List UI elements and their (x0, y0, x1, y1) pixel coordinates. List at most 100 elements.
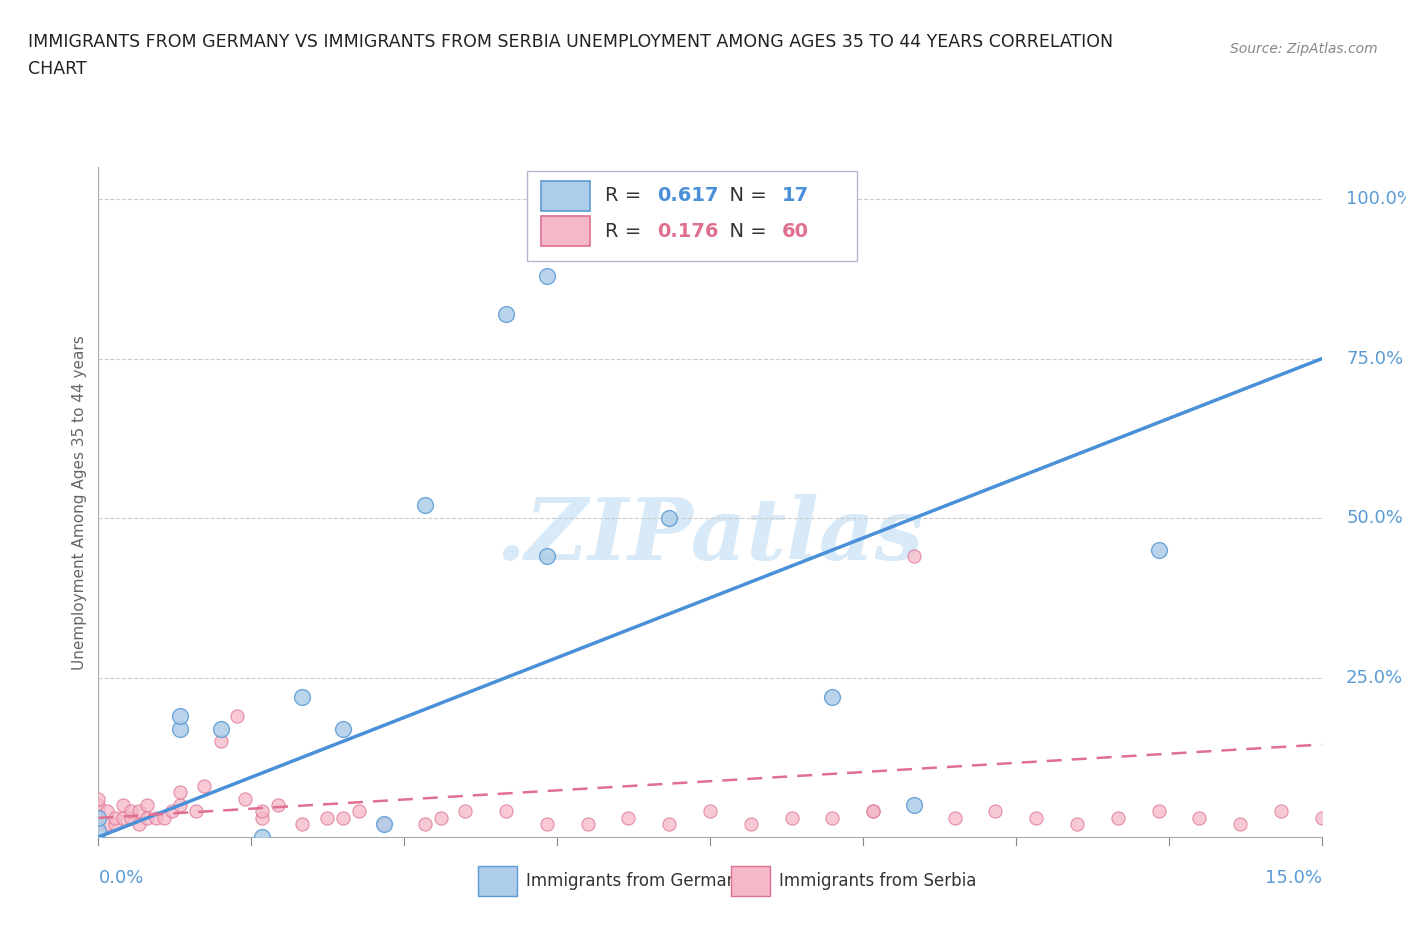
Point (111, 798, 134, 813)
Point (250, 804, 273, 819)
Point (430, 810, 453, 825)
Text: 50.0%: 50.0% (1346, 509, 1403, 527)
Point (373, 817, 395, 831)
Text: 25.0%: 25.0% (1346, 669, 1403, 686)
Text: Immigrants from Germany: Immigrants from Germany (526, 871, 747, 890)
Point (536, 269, 558, 284)
Point (87, 804, 110, 819)
Point (1147, 542, 1170, 557)
Point (903, 798, 925, 813)
Point (780, 810, 803, 825)
Point (332, 810, 354, 825)
Text: IMMIGRANTS FROM GERMANY VS IMMIGRANTS FROM SERBIA UNEMPLOYMENT AMONG AGES 35 TO : IMMIGRANTS FROM GERMANY VS IMMIGRANTS FR… (28, 33, 1114, 50)
Point (120, 804, 142, 819)
Point (87, 810, 110, 825)
Point (1147, 804, 1170, 819)
Text: CHART: CHART (28, 60, 87, 78)
Point (250, 810, 273, 825)
Point (169, 785, 191, 800)
Point (1310, 810, 1333, 825)
Point (160, 804, 183, 819)
Point (454, 804, 477, 819)
Point (291, 689, 314, 704)
Text: N =: N = (717, 222, 773, 241)
Point (1270, 804, 1292, 819)
Text: 0.176: 0.176 (658, 222, 718, 241)
Point (495, 307, 517, 322)
Point (87, 817, 110, 831)
Point (96, 817, 118, 831)
FancyBboxPatch shape (526, 171, 856, 261)
Point (233, 791, 256, 806)
Text: 0.0%: 0.0% (98, 869, 143, 887)
Point (1229, 817, 1251, 831)
FancyBboxPatch shape (541, 217, 591, 246)
Point (152, 810, 174, 825)
Point (169, 721, 191, 736)
Point (413, 817, 436, 831)
Point (209, 734, 232, 749)
Point (193, 778, 215, 793)
Point (87, 810, 110, 825)
Point (349, 804, 371, 819)
Point (495, 804, 517, 819)
Point (617, 810, 640, 825)
Text: R =: R = (605, 186, 647, 206)
Point (1025, 810, 1047, 825)
Point (186, 804, 208, 819)
Point (136, 810, 159, 825)
Point (821, 689, 844, 704)
Text: 0.617: 0.617 (658, 186, 718, 206)
Point (87, 823, 110, 838)
Point (96, 804, 118, 819)
Point (1066, 817, 1088, 831)
Text: 60: 60 (782, 222, 810, 241)
Point (862, 804, 884, 819)
Point (136, 798, 159, 813)
Point (209, 721, 232, 736)
Point (104, 810, 127, 825)
Point (1107, 810, 1129, 825)
Point (576, 817, 599, 831)
Point (536, 549, 558, 564)
Y-axis label: Unemployment Among Ages 35 to 44 years: Unemployment Among Ages 35 to 44 years (72, 335, 87, 670)
Point (332, 721, 354, 736)
Point (120, 810, 142, 825)
Point (658, 817, 681, 831)
Text: 17: 17 (782, 186, 810, 206)
Text: Source: ZipAtlas.com: Source: ZipAtlas.com (1230, 42, 1378, 56)
Point (413, 498, 436, 512)
Point (373, 817, 395, 831)
Point (699, 804, 721, 819)
Point (128, 817, 150, 831)
Text: N =: N = (717, 186, 773, 206)
Point (536, 817, 558, 831)
Point (169, 798, 191, 813)
Text: 15.0%: 15.0% (1264, 869, 1322, 887)
Point (128, 804, 150, 819)
Point (169, 709, 191, 724)
Point (104, 817, 127, 831)
Point (87, 791, 110, 806)
Point (145, 810, 167, 825)
Point (1188, 810, 1211, 825)
Point (943, 810, 966, 825)
Text: .ZIPatlas: .ZIPatlas (496, 494, 924, 578)
Point (903, 549, 925, 564)
Point (821, 810, 844, 825)
Point (267, 798, 290, 813)
Point (250, 830, 273, 844)
Point (111, 810, 134, 825)
Text: Immigrants from Serbia: Immigrants from Serbia (779, 871, 976, 890)
Point (226, 709, 249, 724)
Text: 75.0%: 75.0% (1346, 350, 1403, 367)
Point (984, 804, 1007, 819)
Point (87, 798, 110, 813)
Point (315, 810, 337, 825)
FancyBboxPatch shape (541, 180, 591, 211)
Point (740, 817, 762, 831)
Text: R =: R = (605, 222, 647, 241)
Point (291, 817, 314, 831)
Point (658, 511, 681, 525)
Point (862, 804, 884, 819)
